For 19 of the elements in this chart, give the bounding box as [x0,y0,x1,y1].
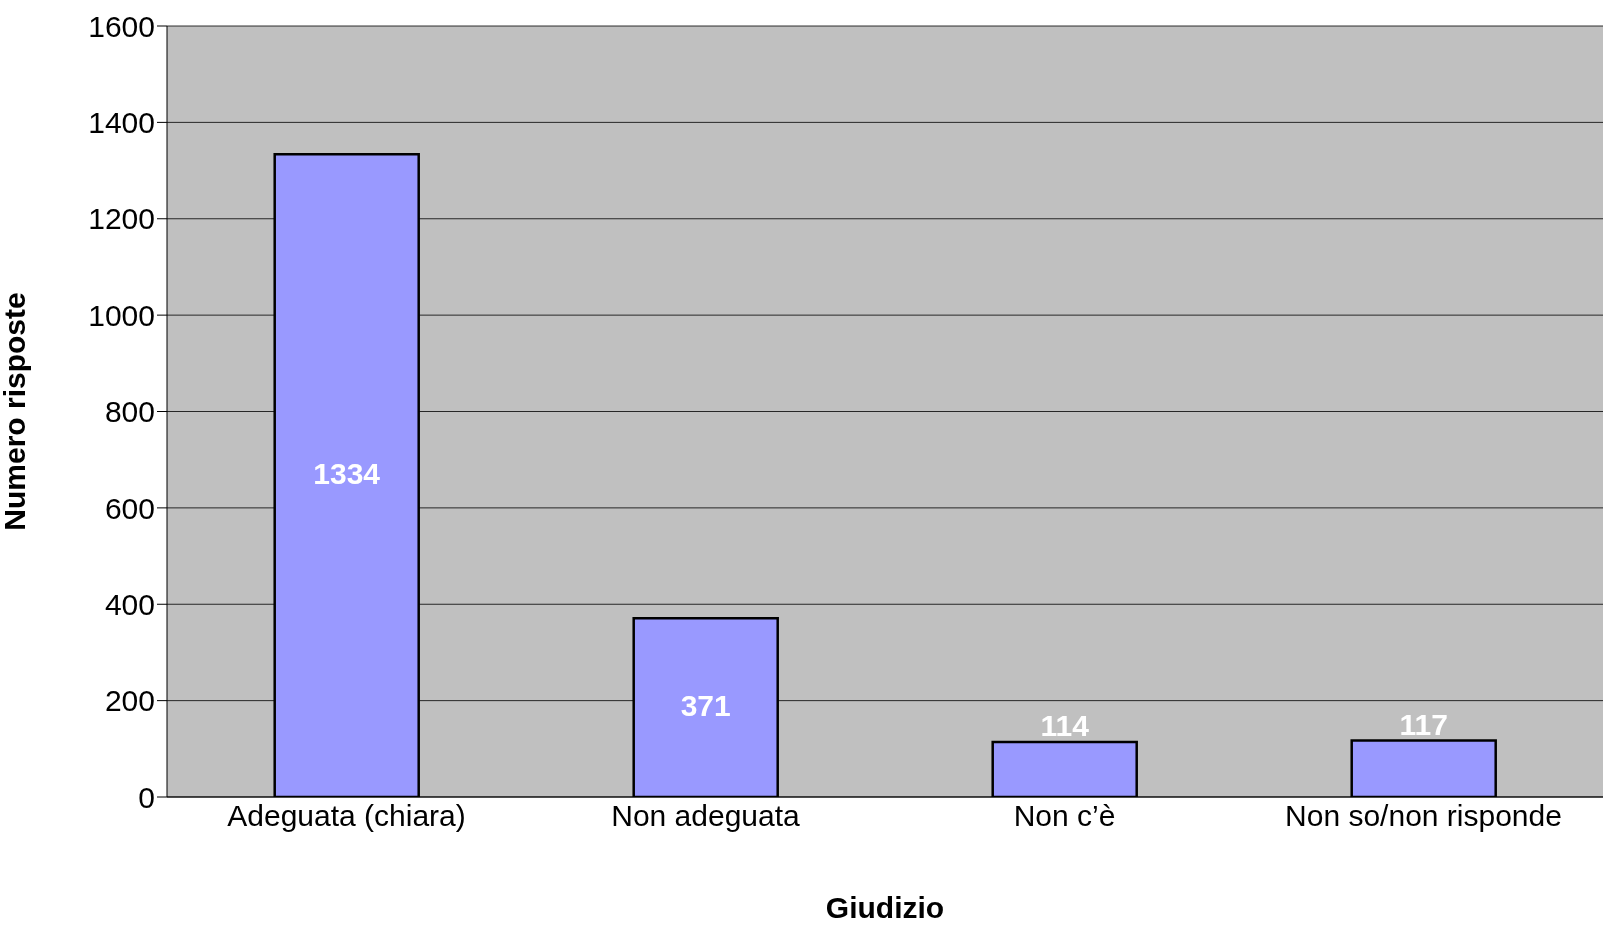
x-tick-label: Adeguata (chiara) [227,799,466,833]
y-tick-label: 1400 [88,106,155,140]
y-tick-label: 1200 [88,202,155,236]
y-tick-label: 0 [138,780,155,814]
data-label: 117 [1399,707,1448,741]
data-label: 114 [1040,708,1090,742]
x-tick-label: Non so/non risponde [1285,799,1562,833]
x-axis-title: Giudizio [825,891,945,924]
y-tick-label: 600 [104,491,155,525]
y-axis-title: Numero risposte [0,292,31,531]
y-tick-label: 1000 [88,298,155,332]
y-tick-label: 800 [104,395,155,429]
x-tick-label: Non c’è [1013,799,1116,833]
y-tick-label: 1600 [88,9,155,43]
data-label: 371 [680,688,731,722]
y-tick-label: 200 [104,684,155,718]
y-tick-label: 400 [104,587,155,621]
x-tick-label: Non adeguata [611,799,801,833]
data-label: 1334 [313,456,381,490]
